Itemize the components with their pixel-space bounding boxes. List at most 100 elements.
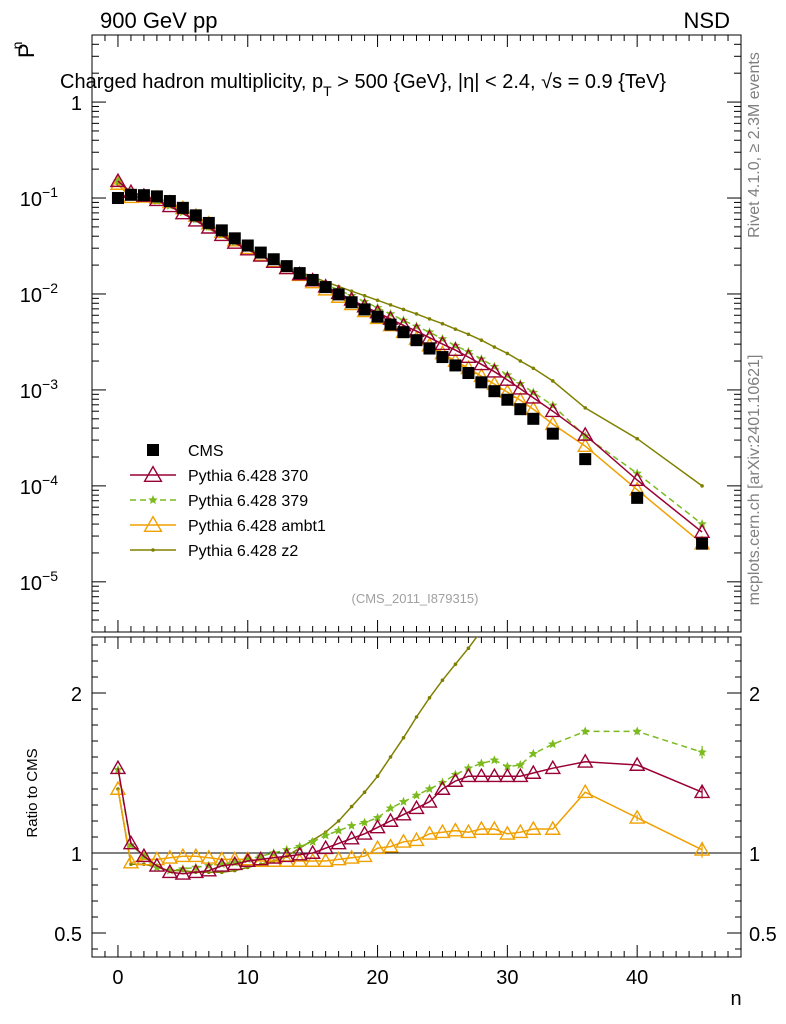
triangle-point xyxy=(304,852,321,867)
dot-point xyxy=(493,613,497,617)
triangle-point xyxy=(525,389,542,404)
dot-point xyxy=(453,327,458,331)
ratio-line xyxy=(117,788,703,864)
triangle-point xyxy=(577,753,594,768)
star-point xyxy=(385,803,396,813)
cms-point xyxy=(410,334,423,347)
triangle-point xyxy=(460,348,477,364)
triangle-point xyxy=(460,767,477,783)
series-line xyxy=(117,183,703,545)
dot-point xyxy=(518,359,523,363)
triangle-point xyxy=(369,818,386,834)
ratio-series-pythia-6-428-379 xyxy=(113,726,707,875)
cms-point xyxy=(696,537,709,550)
dot-point xyxy=(375,774,380,778)
cms-point xyxy=(332,288,345,301)
cms-point xyxy=(527,412,540,425)
legend-label: Pythia 6.428 379 xyxy=(188,493,308,510)
triangle-point xyxy=(395,806,412,821)
cms-point xyxy=(631,491,644,504)
dot-point xyxy=(453,662,458,666)
dot-point xyxy=(401,736,406,740)
ratio-y-tick-label-right: 0.5 xyxy=(749,924,777,946)
star-point xyxy=(217,859,227,869)
cms-point xyxy=(371,310,384,323)
dot-point xyxy=(151,548,155,552)
cms-point xyxy=(176,201,189,214)
triangle-point xyxy=(252,850,269,866)
main-y-axis-label: Pn xyxy=(9,42,39,58)
main-y-tick-label-base: 10 xyxy=(20,477,42,499)
triangle-point xyxy=(628,809,646,824)
cms-point xyxy=(345,296,358,309)
triangle-point xyxy=(447,822,464,837)
dot-point xyxy=(466,646,471,650)
main-title: Charged hadron multiplicity, pT > 500 {G… xyxy=(60,71,666,99)
cms-point xyxy=(501,393,514,406)
dot-point xyxy=(414,312,419,316)
dot-point xyxy=(531,366,536,371)
ratio-line xyxy=(117,730,703,872)
dot-point xyxy=(635,436,639,441)
main-y-tick-label: 10−3 xyxy=(20,376,58,403)
rivet-version-label: Rivet 4.1.0, ≥ 2.3M events xyxy=(746,52,763,238)
main-y-tick-label: 10−5 xyxy=(20,568,58,595)
star-point xyxy=(333,825,344,835)
main-title-pre: Charged hadron multiplicity, p xyxy=(60,71,323,93)
main-y-axis-label-sub: n xyxy=(9,42,25,50)
triangle-point xyxy=(693,783,711,799)
cms-point xyxy=(280,260,293,273)
triangle-point xyxy=(512,380,529,395)
x-tick-label: 10 xyxy=(237,967,259,989)
triangle-point xyxy=(330,834,347,850)
dot-point xyxy=(388,755,393,759)
dot-point xyxy=(414,715,419,719)
triangle-point xyxy=(499,371,516,386)
dot-point xyxy=(349,804,354,809)
cms-point xyxy=(423,342,436,355)
dot-point xyxy=(401,307,406,312)
triangle-point xyxy=(278,852,295,867)
ratio-y-tick-label: 0.5 xyxy=(54,924,82,946)
star-point xyxy=(424,784,435,793)
main-y-tick-label-exp: −1 xyxy=(42,184,58,200)
star-point xyxy=(346,290,357,300)
cms-point xyxy=(579,453,592,466)
triangle-point xyxy=(512,767,529,783)
cms-point xyxy=(189,209,202,222)
cms-point xyxy=(514,403,527,416)
triangle-point xyxy=(161,863,179,879)
dot-point xyxy=(479,338,484,342)
triangle-point xyxy=(317,852,334,867)
triangle-point xyxy=(628,471,646,487)
legend-label: Pythia 6.428 370 xyxy=(188,468,308,485)
triangle-point xyxy=(421,793,438,808)
star-point xyxy=(294,841,305,851)
dot-point xyxy=(440,321,445,326)
legend-item: Pythia 6.428 ambt1 xyxy=(130,515,326,535)
triangle-point xyxy=(135,847,153,863)
main-panel-series xyxy=(109,172,711,550)
x-tick-label: 20 xyxy=(366,967,388,989)
triangle-point xyxy=(577,783,594,799)
triangle-point xyxy=(382,812,399,827)
triangle-point xyxy=(265,849,282,864)
triangle-point xyxy=(693,841,711,856)
cms-point xyxy=(475,376,488,389)
main-y-tick-label-exp: −3 xyxy=(42,376,58,392)
triangle-point xyxy=(525,820,542,835)
triangle-point xyxy=(291,846,308,861)
star-point xyxy=(489,755,500,765)
dot-point xyxy=(466,332,471,337)
triangle-point xyxy=(408,799,425,815)
cms-point xyxy=(319,281,332,294)
triangle-point xyxy=(317,839,334,855)
triangle-point xyxy=(408,831,425,847)
triangle-point xyxy=(304,844,321,859)
legend-label: Pythia 6.428 ambt1 xyxy=(188,518,326,535)
star-point xyxy=(697,747,707,757)
cms-point xyxy=(267,253,280,266)
triangle-point xyxy=(434,335,451,351)
dot-point xyxy=(336,819,341,823)
